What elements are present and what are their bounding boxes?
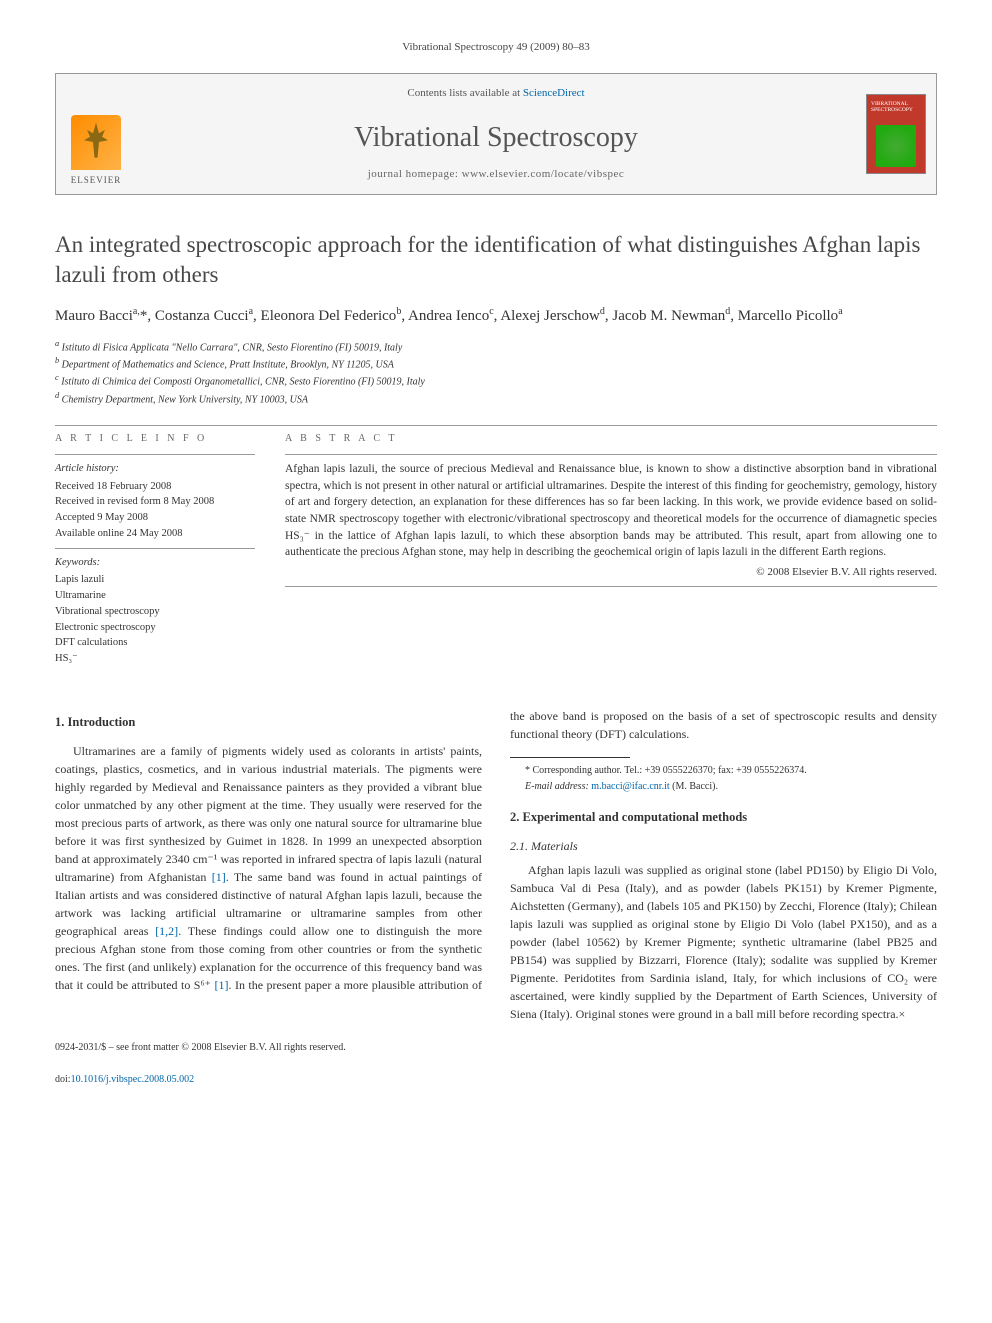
doi-link[interactable]: 10.1016/j.vibspec.2008.05.002 [71, 1074, 195, 1085]
section-2-1-paragraph: Afghan lapis lazuli was supplied as orig… [510, 861, 937, 1023]
section-2-heading: 2. Experimental and computational method… [510, 808, 937, 827]
author-email-link[interactable]: m.bacci@ifac.cnr.it [591, 781, 669, 792]
corresponding-author-note: * Corresponding author. Tel.: +39 055522… [510, 764, 937, 778]
section-2-1-heading: 2.1. Materials [510, 837, 937, 855]
divider [55, 548, 255, 549]
cover-title: VIBRATIONAL SPECTROSCOPY [871, 101, 921, 113]
sciencedirect-link[interactable]: ScienceDirect [523, 87, 585, 99]
divider [55, 425, 937, 426]
article-history: Article history: Received 18 February 20… [55, 461, 255, 542]
contents-available-line: Contents lists available at ScienceDirec… [148, 86, 844, 101]
history-item: Available online 24 May 2008 [55, 526, 255, 542]
abstract-label: A B S T R A C T [285, 432, 937, 446]
history-item: Accepted 9 May 2008 [55, 510, 255, 526]
affiliations: a Istituto di Fisica Applicata "Nello Ca… [55, 338, 937, 407]
footnote-separator [510, 757, 630, 758]
doi-label: doi: [55, 1074, 71, 1085]
publisher-name: ELSEVIER [71, 174, 122, 187]
article-title: An integrated spectroscopic approach for… [55, 230, 937, 290]
divider [285, 454, 937, 455]
history-heading: Article history: [55, 461, 255, 477]
journal-cover-thumb: VIBRATIONAL SPECTROSCOPY [856, 74, 936, 194]
email-suffix: (M. Bacci). [670, 781, 718, 792]
email-label: E-mail address: [525, 781, 591, 792]
keyword-item: Lapis lazuli [55, 572, 255, 588]
doi-line: doi:10.1016/j.vibspec.2008.05.002 [55, 1073, 937, 1087]
keywords-block: Keywords: Lapis lazuliUltramarineVibrati… [55, 555, 255, 667]
journal-homepage: journal homepage: www.elsevier.com/locat… [148, 167, 844, 182]
abstract-copyright: © 2008 Elsevier B.V. All rights reserved… [285, 565, 937, 580]
section-1-heading: 1. Introduction [55, 713, 482, 732]
contents-prefix: Contents lists available at [407, 87, 522, 99]
history-item: Received 18 February 2008 [55, 479, 255, 495]
history-item: Received in revised form 8 May 2008 [55, 494, 255, 510]
journal-citation: Vibrational Spectroscopy 49 (2009) 80–83 [55, 40, 937, 55]
keyword-item: Electronic spectroscopy [55, 620, 255, 636]
abstract-text: Afghan lapis lazuli, the source of preci… [285, 461, 937, 561]
divider [55, 454, 255, 455]
divider [285, 586, 937, 587]
elsevier-tree-icon [71, 115, 121, 170]
front-matter-line: 0924-2031/$ – see front matter © 2008 El… [55, 1041, 937, 1055]
email-line: E-mail address: m.bacci@ifac.cnr.it (M. … [510, 780, 937, 794]
keyword-item: Ultramarine [55, 588, 255, 604]
keyword-item: HS₃⁻ [55, 651, 255, 667]
journal-banner: ELSEVIER Contents lists available at Sci… [55, 73, 937, 195]
keyword-item: DFT calculations [55, 635, 255, 651]
keyword-item: Vibrational spectroscopy [55, 604, 255, 620]
journal-name: Vibrational Spectroscopy [148, 118, 844, 157]
publisher-logo-block: ELSEVIER [56, 74, 136, 194]
keywords-heading: Keywords: [55, 555, 255, 571]
article-info-label: A R T I C L E I N F O [55, 432, 255, 446]
author-list: Mauro Baccia,*, Costanza Cuccia, Eleonor… [55, 304, 937, 328]
